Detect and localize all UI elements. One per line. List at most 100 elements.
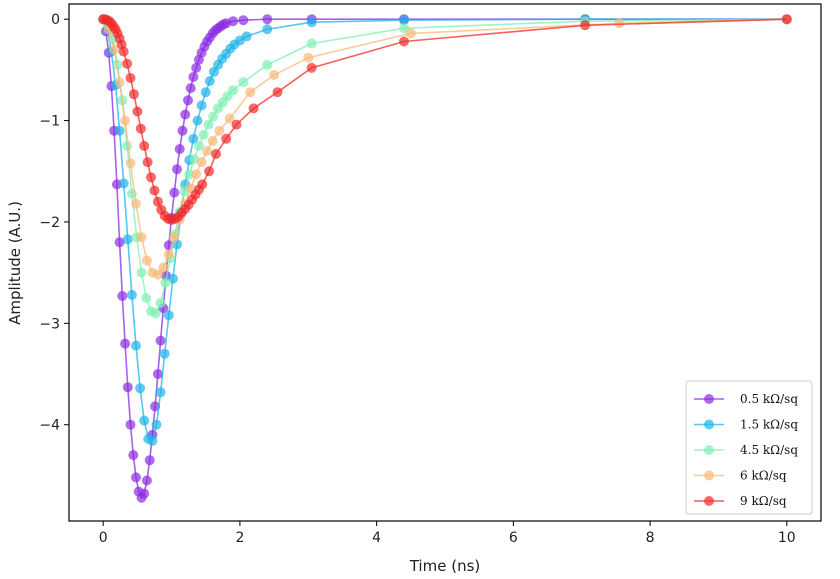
data-point: [192, 115, 203, 126]
data-point: [169, 232, 180, 243]
data-point: [122, 234, 133, 245]
data-point: [141, 475, 152, 486]
series-layer: [98, 14, 792, 503]
data-point: [188, 72, 199, 82]
legend-marker: [704, 394, 714, 404]
y-tick-label: −3: [39, 316, 60, 332]
data-point: [120, 338, 131, 349]
data-point: [149, 185, 160, 196]
x-tick-label: 8: [646, 530, 655, 546]
data-point: [580, 20, 591, 31]
data-point: [198, 129, 209, 140]
data-point: [141, 255, 152, 266]
data-point: [114, 237, 125, 248]
data-point: [155, 335, 166, 346]
data-point: [191, 169, 202, 180]
legend-box: [685, 380, 813, 515]
data-point: [141, 293, 152, 303]
data-point: [399, 23, 409, 34]
data-point: [128, 450, 139, 461]
data-point: [241, 31, 252, 42]
data-point: [238, 15, 249, 26]
data-point: [135, 123, 146, 134]
data-point: [150, 308, 161, 319]
data-point: [262, 14, 273, 25]
data-point: [139, 488, 150, 499]
data-point: [180, 109, 191, 120]
data-point: [183, 95, 193, 106]
y-tick-label: −1: [39, 114, 60, 130]
data-point: [160, 277, 171, 288]
data-point: [122, 140, 133, 151]
data-point: [177, 125, 188, 136]
legend-label: 1.5 kΩ/sq: [740, 418, 798, 432]
legend-label: 6 kΩ/sq: [740, 469, 787, 483]
data-point: [167, 273, 178, 284]
data-point: [139, 415, 150, 426]
data-point: [131, 340, 141, 351]
x-axis-label: Time (ns): [409, 557, 481, 575]
data-point: [120, 115, 131, 126]
data-point: [306, 17, 317, 28]
data-point: [109, 44, 120, 55]
data-point: [139, 140, 150, 151]
data-point: [203, 119, 214, 130]
series-4: [98, 14, 792, 225]
data-point: [193, 140, 204, 151]
y-tick-label: −4: [39, 418, 60, 434]
x-tick-label: 0: [99, 530, 108, 546]
data-point: [126, 289, 137, 300]
data-point: [614, 18, 625, 29]
x-tick-label: 2: [235, 530, 244, 546]
y-axis-label: Amplitude (A.U.): [6, 201, 24, 325]
data-point: [163, 249, 174, 260]
legend-label: 4.5 kΩ/sq: [740, 443, 798, 457]
series-1: [98, 14, 792, 446]
data-point: [262, 24, 273, 35]
data-point: [146, 172, 156, 183]
data-point: [136, 232, 147, 243]
data-point: [132, 106, 143, 117]
data-point: [214, 125, 225, 136]
data-point: [208, 111, 219, 122]
data-point: [158, 262, 169, 273]
legend-marker: [704, 445, 714, 455]
data-point: [228, 16, 239, 27]
data-point: [405, 28, 416, 39]
legend: 0.5 kΩ/sq 1.5 kΩ/sq 4.5 kΩ/sq 6 kΩ/sq 9 kΩ…: [685, 380, 813, 515]
data-point: [228, 85, 239, 96]
data-point: [231, 119, 242, 130]
data-point: [155, 387, 166, 398]
data-point: [196, 100, 207, 111]
data-point: [224, 113, 235, 124]
data-point: [151, 419, 162, 430]
data-point: [272, 87, 283, 98]
data-point: [118, 178, 129, 189]
data-point: [172, 164, 182, 175]
data-point: [169, 187, 180, 198]
data-point: [248, 103, 259, 114]
data-point: [122, 382, 133, 393]
data-point: [207, 135, 218, 146]
data-point: [112, 59, 123, 70]
data-point: [125, 158, 136, 169]
data-point: [399, 36, 409, 47]
x-tick-label: 10: [778, 530, 796, 546]
data-point: [117, 291, 128, 301]
data-point: [131, 198, 141, 209]
data-point: [303, 52, 314, 63]
data-point: [114, 125, 125, 136]
data-point: [245, 87, 256, 98]
data-point: [122, 58, 133, 69]
data-point: [200, 87, 211, 98]
data-point: [197, 179, 208, 190]
data-point: [204, 76, 215, 86]
data-point: [125, 73, 136, 83]
data-point: [152, 369, 163, 379]
data-point: [114, 77, 125, 88]
x-tick-label: 4: [372, 530, 381, 546]
data-point: [159, 348, 170, 359]
data-point: [144, 455, 155, 466]
y-tick-label: 0: [51, 12, 60, 28]
